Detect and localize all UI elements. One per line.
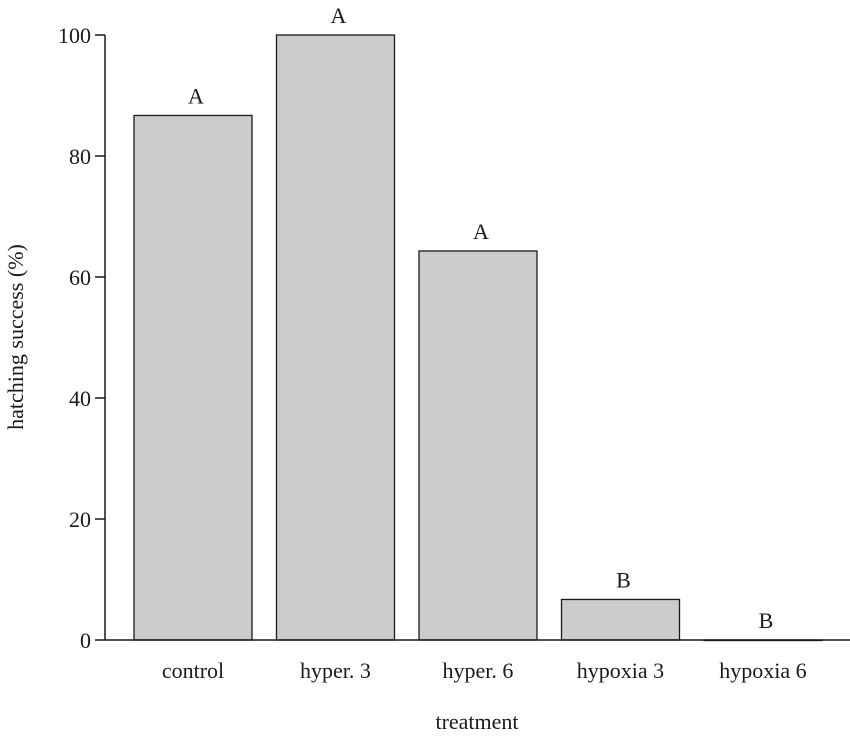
group-letter-label: B [759, 608, 774, 633]
group-letter-label: A [331, 3, 347, 28]
x-tick-label: control [162, 658, 224, 683]
y-axis-title: hatching success (%) [3, 244, 28, 430]
significance-labels: A A A B B [188, 3, 773, 633]
y-tick-label: 60 [69, 265, 91, 290]
y-tick-label: 100 [58, 23, 91, 48]
x-tick-label: hypoxia 6 [719, 658, 806, 683]
y-tick-label: 40 [69, 386, 91, 411]
y-axis: 0 20 40 60 80 100 [58, 23, 106, 653]
bars [133, 34, 823, 642]
y-tick-label: 80 [69, 144, 91, 169]
group-letter-label: A [473, 219, 489, 244]
group-letter-label: A [188, 83, 204, 108]
y-tick-label: 0 [80, 628, 91, 653]
x-tick-label: hypoxia 3 [577, 658, 664, 683]
x-tick-label: hyper. 3 [300, 658, 371, 683]
bar [560, 598, 681, 641]
bar [275, 34, 396, 641]
x-axis: control hyper. 3 hyper. 6 hypoxia 3 hypoxia … [105, 639, 850, 683]
bar [418, 250, 538, 641]
bar [133, 114, 253, 641]
x-tick-label: hyper. 6 [443, 658, 514, 683]
x-axis-title: treatment [435, 709, 518, 734]
y-tick-label: 20 [69, 507, 91, 532]
group-letter-label: B [616, 567, 631, 592]
